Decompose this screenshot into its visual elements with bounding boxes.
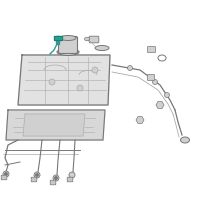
Circle shape <box>128 66 132 71</box>
FancyBboxPatch shape <box>148 46 156 52</box>
Ellipse shape <box>60 36 76 40</box>
Ellipse shape <box>95 46 109 50</box>
Circle shape <box>53 175 59 181</box>
Circle shape <box>55 177 57 179</box>
Polygon shape <box>6 110 105 140</box>
Circle shape <box>49 79 55 85</box>
Circle shape <box>77 85 83 91</box>
FancyBboxPatch shape <box>67 177 73 182</box>
Polygon shape <box>56 36 59 44</box>
FancyBboxPatch shape <box>58 36 78 53</box>
FancyBboxPatch shape <box>89 36 99 43</box>
FancyBboxPatch shape <box>148 74 154 80</box>
FancyBboxPatch shape <box>1 175 7 180</box>
FancyBboxPatch shape <box>31 177 37 182</box>
Circle shape <box>3 171 9 177</box>
Polygon shape <box>23 114 85 136</box>
Circle shape <box>36 174 38 176</box>
FancyBboxPatch shape <box>50 180 56 185</box>
Circle shape <box>69 172 75 178</box>
Circle shape <box>34 172 40 178</box>
Circle shape <box>92 67 98 73</box>
Ellipse shape <box>57 48 79 55</box>
Circle shape <box>5 173 7 175</box>
Ellipse shape <box>180 137 190 143</box>
Polygon shape <box>18 55 110 105</box>
Ellipse shape <box>84 37 90 41</box>
Circle shape <box>164 92 170 98</box>
Circle shape <box>153 79 158 84</box>
Polygon shape <box>54 36 62 40</box>
